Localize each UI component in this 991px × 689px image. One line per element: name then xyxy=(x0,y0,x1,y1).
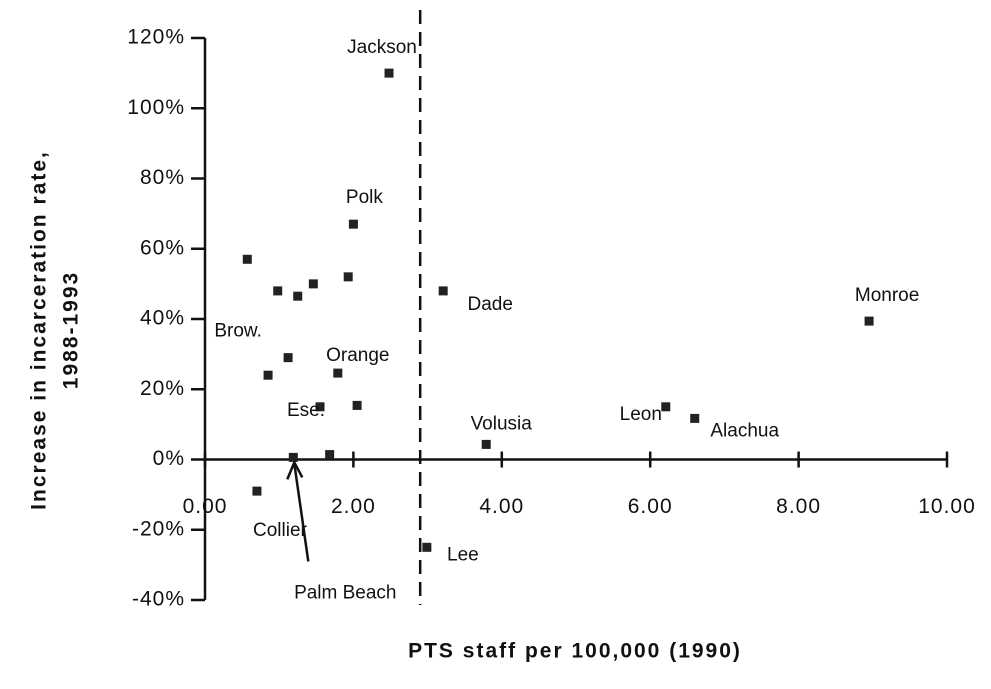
y-axis-title-line: 1988-1993 xyxy=(60,271,83,389)
point-label: Brow. xyxy=(214,321,262,342)
point-label: Ese. xyxy=(287,400,325,421)
y-tick-label: 60% xyxy=(140,236,185,259)
x-tick-label: 4.00 xyxy=(479,495,524,518)
y-tick-label: -40% xyxy=(132,588,185,611)
point-label: Collier xyxy=(253,520,308,541)
point xyxy=(333,368,343,378)
point xyxy=(348,219,358,229)
point-label: Alachua xyxy=(710,420,779,441)
x-tick-label: 10.00 xyxy=(918,495,976,518)
point-label: Jackson xyxy=(347,37,417,58)
point xyxy=(325,450,335,460)
x-tick-label: 6.00 xyxy=(628,495,673,518)
y-tick-label: 40% xyxy=(140,307,185,330)
point xyxy=(293,291,303,301)
point xyxy=(315,402,325,412)
point xyxy=(438,286,448,296)
point xyxy=(352,400,362,410)
point-label: Lee xyxy=(447,544,479,565)
y-axis-title-line: Increase in incarceration rate, xyxy=(28,150,51,510)
y-tick-label: 20% xyxy=(140,377,185,400)
point xyxy=(864,316,874,326)
arrow-head xyxy=(286,459,304,480)
x-tick-label: 8.00 xyxy=(776,495,821,518)
y-tick-label: -20% xyxy=(132,517,185,540)
point xyxy=(661,402,671,412)
point xyxy=(252,486,262,496)
y-axis-title: Increase in incarceration rate, 1988-199… xyxy=(28,150,83,510)
point-label: Monroe xyxy=(855,285,919,306)
x-axis-title: PTS staff per 100,000 (1990) xyxy=(408,640,742,663)
point xyxy=(288,452,298,462)
point xyxy=(242,254,252,264)
point-label: Dade xyxy=(467,294,512,315)
point-label: Leon xyxy=(620,404,662,425)
point-label: Polk xyxy=(346,187,383,208)
y-tick-label: 100% xyxy=(127,96,185,119)
y-tick-label: 120% xyxy=(127,26,185,49)
point-label: Volusia xyxy=(471,413,533,434)
point xyxy=(283,353,293,363)
label-arrow xyxy=(293,463,310,562)
point-label: Orange xyxy=(326,345,389,366)
x-tick-label: 0.00 xyxy=(183,495,228,518)
point xyxy=(273,286,283,296)
y-tick-label: 80% xyxy=(140,166,185,189)
point xyxy=(422,542,432,552)
point xyxy=(384,68,394,78)
x-tick-label: 2.00 xyxy=(331,495,376,518)
y-tick-label: 0% xyxy=(153,447,185,470)
point xyxy=(481,439,491,449)
point xyxy=(308,279,318,289)
point-label: Palm Beach xyxy=(294,582,396,603)
point xyxy=(263,370,273,380)
point xyxy=(690,413,700,423)
point xyxy=(343,272,353,282)
